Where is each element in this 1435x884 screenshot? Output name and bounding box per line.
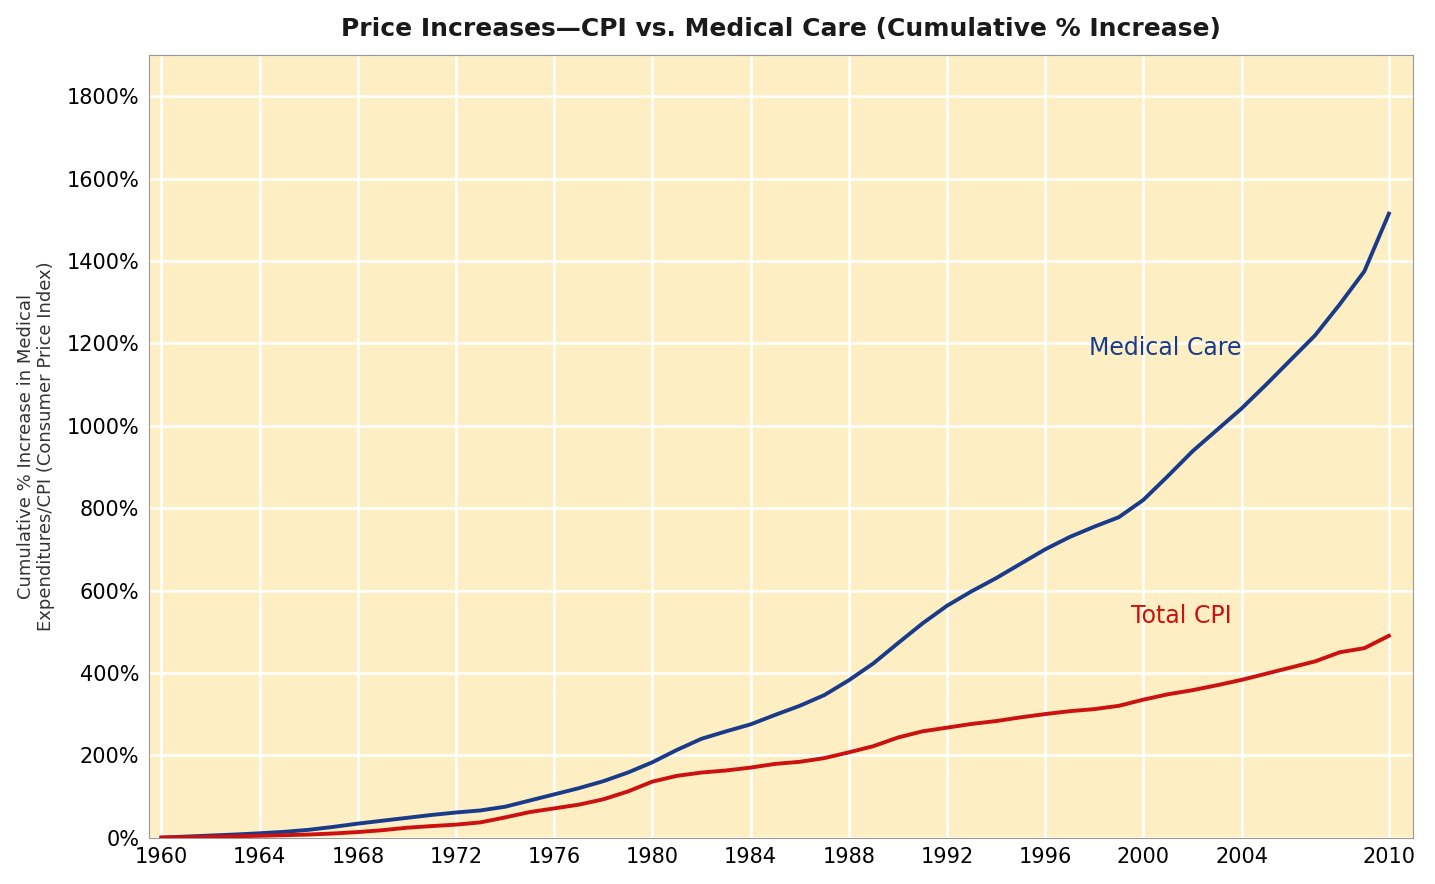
Title: Price Increases—CPI vs. Medical Care (Cumulative % Increase): Price Increases—CPI vs. Medical Care (Cu…: [342, 17, 1221, 41]
Text: Medical Care: Medical Care: [1089, 336, 1241, 360]
Y-axis label: Cumulative % Increase in Medical
Expenditures/CPI (Consumer Price Index): Cumulative % Increase in Medical Expendi…: [17, 262, 56, 631]
Text: Total CPI: Total CPI: [1131, 604, 1231, 628]
